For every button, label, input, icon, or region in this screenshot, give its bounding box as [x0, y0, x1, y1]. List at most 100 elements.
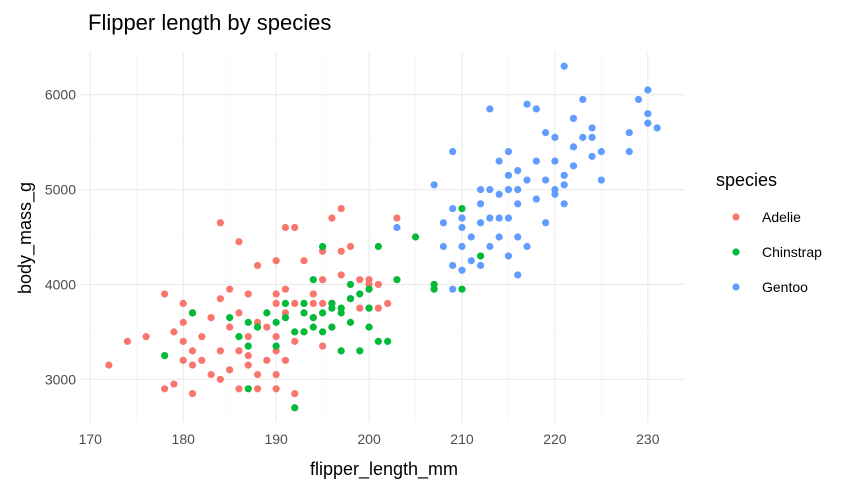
data-point [170, 328, 178, 336]
data-point [253, 385, 262, 393]
data-point [179, 299, 187, 308]
data-point [244, 351, 252, 360]
series-adelie [105, 204, 401, 398]
data-point [235, 347, 243, 355]
plot-grid [81, 52, 685, 422]
legend-key-chinstrap [732, 248, 740, 256]
data-point [244, 290, 252, 298]
data-point [458, 285, 466, 293]
x-tick-label: 220 [543, 431, 567, 447]
data-point [161, 385, 169, 393]
data-point [198, 356, 206, 364]
data-point [542, 176, 550, 184]
data-point [569, 143, 578, 151]
data-point [514, 185, 522, 194]
data-point [625, 129, 633, 137]
data-point [514, 271, 522, 279]
x-tick-label: 190 [264, 431, 288, 447]
data-point [356, 290, 364, 298]
data-point [532, 157, 540, 165]
data-point [514, 166, 522, 175]
data-point [644, 86, 652, 94]
legend-label-gentoo: Gentoo [762, 279, 808, 295]
legend-label-chinstrap: Chinstrap [762, 244, 822, 260]
data-point [235, 333, 243, 341]
data-point [458, 214, 466, 222]
data-point [644, 119, 652, 127]
data-point [393, 223, 401, 232]
data-point [235, 238, 243, 246]
data-point [281, 314, 290, 322]
data-point [458, 223, 466, 232]
data-point [551, 157, 559, 165]
data-point [291, 389, 299, 398]
data-point [542, 219, 550, 227]
data-point [597, 148, 605, 156]
data-point [188, 309, 197, 317]
data-point [207, 370, 215, 379]
data-point [309, 290, 317, 298]
data-point [514, 200, 522, 208]
data-point [439, 219, 447, 227]
data-point [365, 276, 373, 284]
data-point [300, 299, 308, 308]
data-point [226, 285, 234, 293]
data-point [346, 280, 355, 289]
data-point [188, 389, 197, 398]
y-tick-label: 4000 [45, 276, 76, 292]
data-point [263, 309, 271, 317]
data-point [300, 257, 308, 265]
data-point [291, 404, 299, 412]
data-point [309, 314, 317, 322]
data-point [235, 385, 243, 393]
data-point [226, 323, 234, 331]
data-point [142, 333, 150, 341]
data-point [253, 261, 262, 270]
y-axis-title: body_mass_g [15, 182, 36, 294]
data-point [272, 333, 280, 341]
legend-key-adelie [732, 213, 740, 221]
y-axis-ticks: 3000 4000 5000 6000 [45, 87, 76, 388]
data-point [272, 385, 280, 393]
data-point [495, 190, 503, 198]
data-point [393, 276, 401, 284]
data-point [272, 290, 280, 298]
data-point [272, 342, 280, 350]
data-point [374, 280, 382, 289]
x-tick-label: 230 [636, 431, 660, 447]
data-point [309, 323, 317, 331]
data-point [123, 337, 132, 345]
data-point [495, 233, 503, 241]
data-point [281, 356, 290, 364]
data-point [161, 290, 169, 298]
data-point [365, 304, 373, 312]
data-point [523, 100, 531, 108]
data-point [291, 299, 299, 308]
data-point [374, 242, 382, 251]
data-point [179, 356, 187, 364]
data-point [291, 337, 299, 345]
data-point [532, 105, 540, 113]
y-tick-label: 5000 [45, 182, 76, 198]
data-point [374, 304, 382, 312]
data-point [560, 181, 568, 189]
data-point [244, 385, 252, 393]
data-point [430, 181, 438, 189]
data-point [319, 309, 327, 317]
data-point [244, 342, 252, 350]
data-point [207, 314, 215, 322]
data-point [337, 271, 345, 279]
data-point [411, 233, 420, 241]
data-point [504, 171, 513, 179]
data-point [319, 299, 327, 308]
data-point [253, 370, 262, 379]
data-point [486, 105, 494, 113]
data-point [634, 95, 643, 104]
data-point [319, 242, 327, 251]
data-point [514, 233, 522, 241]
data-point [458, 242, 466, 251]
data-point [365, 323, 373, 331]
data-point [579, 95, 587, 104]
data-point [476, 185, 485, 194]
data-point [523, 176, 531, 184]
